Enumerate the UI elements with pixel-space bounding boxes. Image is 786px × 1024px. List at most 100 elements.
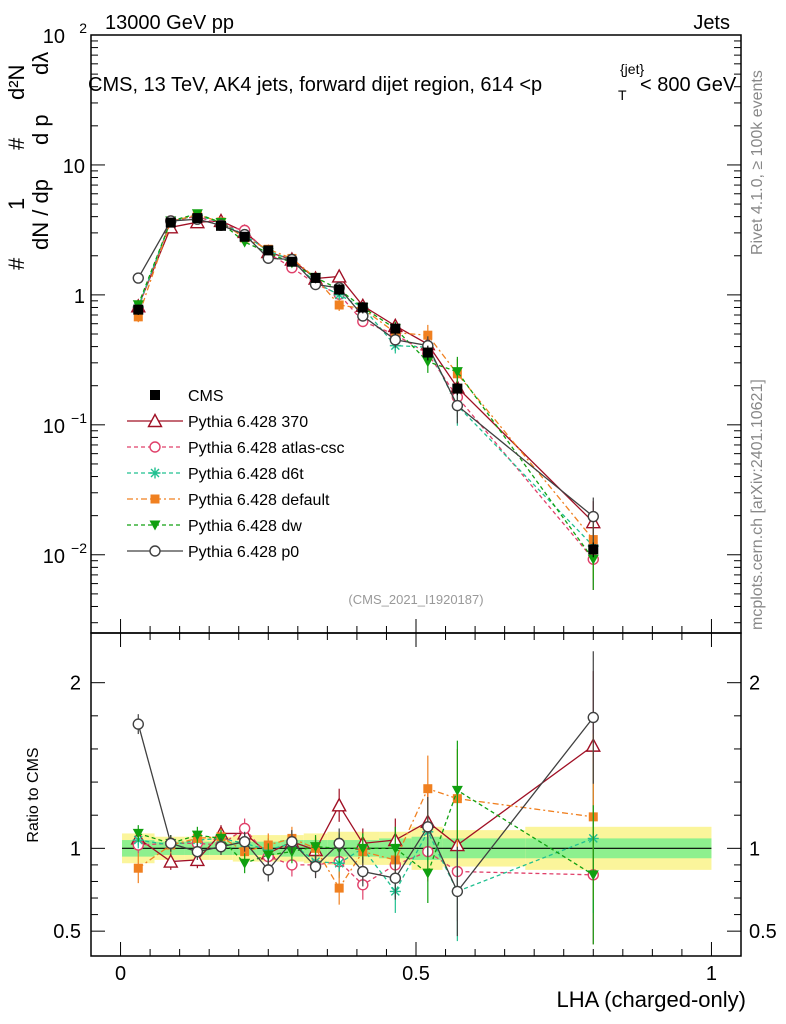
ratio-point xyxy=(191,830,203,841)
main-panel: (CMS_2021_I1920187) CMS Pythia 6.428 370 P… xyxy=(90,34,742,634)
ratio-point xyxy=(451,785,463,796)
cms-point xyxy=(310,272,321,283)
ratio-point xyxy=(262,850,274,861)
x-tick-label: 1 xyxy=(706,963,717,985)
title-tail: < 800 GeV xyxy=(640,74,737,96)
y-tick-label: 1 xyxy=(74,286,85,308)
cms-point xyxy=(452,383,463,394)
legend-marker xyxy=(149,545,161,557)
ratio-y-title: Ratio to CMS xyxy=(25,747,42,842)
data-point xyxy=(587,510,599,523)
y-tick-label: 10 xyxy=(43,26,65,48)
cms-point xyxy=(390,323,401,334)
cms-point xyxy=(133,304,144,315)
data-point xyxy=(331,268,347,283)
cms-point xyxy=(165,217,176,228)
legend-label: Pythia 6.428 default xyxy=(188,492,330,509)
header-left: 13000 GeV pp xyxy=(105,12,234,34)
ratio-tick-label: 2 xyxy=(749,673,760,695)
svg-text:CMS, 13 TeV, AK4 jets, forward: CMS, 13 TeV, AK4 jets, forward dijet reg… xyxy=(88,74,542,96)
legend-marker xyxy=(149,441,161,453)
title-sup: {jet} xyxy=(620,61,644,77)
cms-point xyxy=(239,231,250,242)
cms-point xyxy=(334,284,345,295)
ylabel-dp: d p xyxy=(28,114,53,145)
ratio-point xyxy=(422,868,434,879)
ylabel-one: 1 xyxy=(4,198,29,210)
data-point xyxy=(451,367,463,378)
ratio-point xyxy=(163,853,179,868)
ratio-point xyxy=(451,885,464,898)
series-line xyxy=(137,215,594,560)
ratio-point xyxy=(133,863,143,873)
legend-label-cms: CMS xyxy=(188,388,224,405)
y-tick-exponent: −1 xyxy=(71,410,87,426)
series-line xyxy=(137,214,594,540)
legend-label: Pythia 6.428 dw xyxy=(188,518,302,535)
ratio-point xyxy=(286,836,298,848)
ylabel-d2n: d²N xyxy=(4,65,29,100)
title-main: CMS, 13 TeV, AK4 jets, forward dijet reg… xyxy=(88,74,542,96)
ylabel-hash: # xyxy=(4,257,29,270)
main-title: CMS, 13 TeV, AK4 jets, forward dijet reg… xyxy=(88,61,737,103)
watermark: (CMS_2021_I1920187) xyxy=(348,592,483,607)
rivet-label: Rivet 4.1.0, ≥ 100k events xyxy=(749,70,766,255)
ratio-point xyxy=(357,843,369,854)
ratio-point xyxy=(132,828,144,839)
legend-marker xyxy=(149,520,161,531)
ratio-point xyxy=(309,860,322,873)
y-axis-title: # 1 dN / dp # d p d²N dλ xyxy=(4,52,53,270)
data-point xyxy=(133,312,143,322)
legend-marker-cms xyxy=(150,390,160,400)
ratio-tick-label: 0.5 xyxy=(749,921,777,943)
ratio-panel xyxy=(90,632,742,957)
cms-point xyxy=(588,544,599,555)
y-tick-label: 10 xyxy=(43,416,65,438)
ratio-point xyxy=(423,784,433,794)
y-tick-label: 10 xyxy=(43,546,65,568)
ratio-point xyxy=(334,883,344,893)
ratio-tick-label: 1 xyxy=(70,838,81,860)
ylabel-dl: dλ xyxy=(28,52,53,75)
x-tick-label: 0 xyxy=(115,963,126,985)
ratio-point xyxy=(389,843,401,854)
ratio-point xyxy=(587,870,599,881)
ylabel-hash2: # xyxy=(4,137,29,150)
ratio-tick-label: 0.5 xyxy=(53,921,81,943)
cms-point xyxy=(422,347,433,358)
ratio-tick-label: 1 xyxy=(749,838,760,860)
cms-point xyxy=(286,256,297,267)
cms-point xyxy=(263,245,274,256)
x-axis-title: LHA (charged-only) xyxy=(556,987,746,1012)
ratio-point xyxy=(389,872,402,884)
ratio-point xyxy=(215,840,227,853)
y-tick-exponent: −2 xyxy=(71,540,87,556)
title-sub: T xyxy=(618,87,627,103)
data-point xyxy=(389,334,402,346)
data-point xyxy=(422,357,434,368)
data-point xyxy=(587,554,599,565)
ratio-point xyxy=(357,865,369,878)
ratio-point xyxy=(310,842,322,853)
x-tick-label: 0.5 xyxy=(402,963,430,985)
ratio-point xyxy=(238,836,251,848)
data-point xyxy=(132,272,144,284)
cms-point xyxy=(216,220,226,231)
series-cms xyxy=(133,213,599,558)
y-tick-label: 10 xyxy=(63,156,85,178)
cms-point xyxy=(192,213,203,224)
cms-point xyxy=(357,302,368,313)
legend-label: Pythia 6.428 atlas-csc xyxy=(188,440,345,457)
legend-label: Pythia 6.428 370 xyxy=(188,414,308,431)
data-point xyxy=(451,399,464,412)
ratio-point xyxy=(422,821,434,833)
legend-marker xyxy=(150,494,160,504)
ratio-line xyxy=(138,789,594,876)
ratio-point xyxy=(239,858,251,869)
legend-marker xyxy=(149,467,161,479)
mcplots-label: mcplots.cern.ch [arXiv:2401.10621] xyxy=(749,379,766,630)
legend-marker xyxy=(147,413,163,428)
data-point xyxy=(423,330,433,340)
legend-label: Pythia 6.428 d6t xyxy=(188,466,304,483)
